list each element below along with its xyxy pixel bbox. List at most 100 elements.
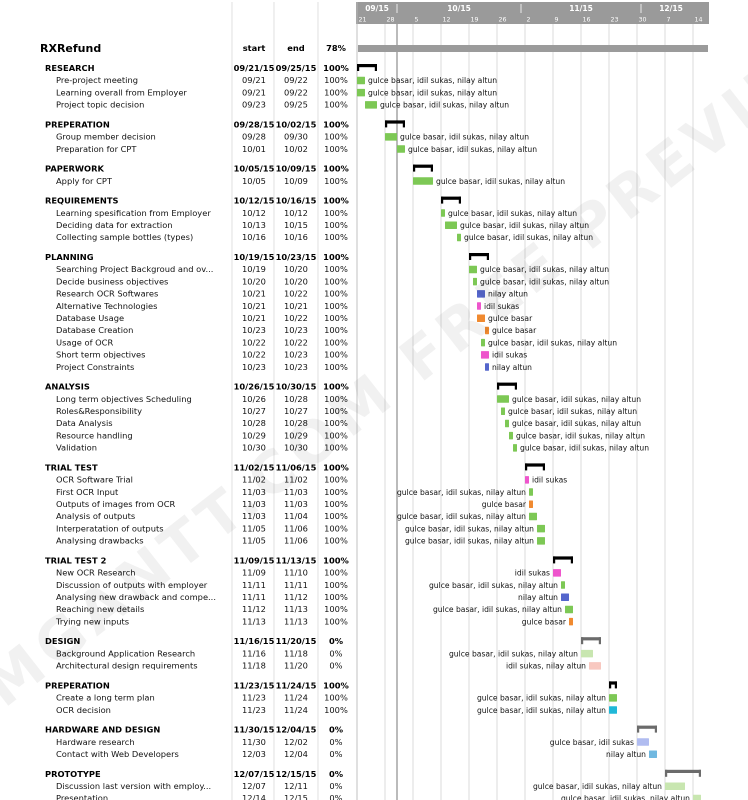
task-end: 10/16 — [284, 232, 308, 242]
task-name: Trying new inputs — [55, 616, 129, 626]
timeline-header — [356, 2, 709, 24]
column-header-end: end — [287, 43, 305, 53]
task-progress: 100% — [324, 362, 348, 372]
task-assignees: gulce basar, idil sukas, nilay altun — [520, 444, 649, 453]
task-assignees: gulce basar, idil sukas, nilay altun — [436, 177, 565, 186]
task-name: Database Usage — [56, 313, 124, 323]
task-start: 11/02 — [242, 475, 266, 485]
group-summary-cap — [374, 64, 377, 71]
task-assignees: nilay altun — [606, 750, 646, 759]
group-summary-bar — [497, 382, 517, 386]
task-assignees: gulce basar, idil sukas, nilay altun — [480, 265, 609, 274]
task-progress: 100% — [324, 499, 348, 509]
task-end: 12/15 — [284, 793, 308, 800]
task-assignees: idil sukas — [484, 302, 519, 311]
task-assignees: gulce basar, idil sukas, nilay altun — [508, 407, 637, 416]
group-progress: 100% — [323, 252, 349, 262]
task-progress: 100% — [324, 616, 348, 626]
task-assignees: gulce basar, idil sukas, nilay altun — [433, 605, 562, 614]
task-end: 10/21 — [284, 301, 308, 311]
task-bar — [357, 76, 365, 85]
group-summary-cap — [486, 253, 489, 260]
task-assignees: gulce basar, idil sukas, nilay altun — [408, 145, 537, 154]
task-bar — [501, 407, 505, 415]
task-start: 11/16 — [242, 648, 266, 658]
day-label: 16 — [583, 17, 591, 24]
task-bar — [525, 476, 529, 484]
task-end: 09/22 — [284, 75, 308, 85]
group-summary-bar — [357, 64, 377, 68]
task-bar — [397, 145, 405, 153]
group-summary-cap — [553, 556, 556, 564]
task-bar — [485, 363, 489, 371]
task-end: 11/06 — [284, 536, 308, 546]
task-start: 10/05 — [242, 176, 266, 186]
task-end: 11/13 — [284, 616, 308, 626]
group-summary-cap — [654, 725, 657, 733]
task-bar — [693, 794, 701, 800]
group-end: 10/23/15 — [276, 252, 317, 262]
group-summary-cap — [402, 120, 405, 128]
task-end: 11/04 — [284, 511, 308, 521]
task-start: 10/30 — [242, 443, 266, 453]
task-end: 09/22 — [284, 87, 308, 97]
task-assignees: gulce basar, idil sukas, nilay altun — [400, 133, 529, 142]
task-assignees: gulce basar, idil sukas, nilay altun — [460, 221, 589, 230]
task-bar — [477, 290, 485, 298]
task-end: 11/12 — [284, 592, 308, 602]
task-start: 10/19 — [242, 264, 266, 274]
task-progress: 100% — [324, 511, 348, 521]
task-start: 11/05 — [242, 523, 266, 533]
task-bar — [509, 431, 513, 440]
task-progress: 100% — [324, 220, 348, 230]
task-assignees: gulce basar, idil sukas, nilay altun — [533, 782, 662, 791]
task-bar — [457, 233, 461, 242]
task-bar — [413, 177, 433, 185]
group-summary-bar — [581, 637, 601, 641]
group-summary-bar — [525, 463, 545, 467]
task-end: 11/03 — [284, 499, 308, 509]
task-bar — [505, 419, 509, 428]
task-assignees: idil sukas, nilay altun — [506, 662, 586, 671]
group-start: 12/07/15 — [234, 769, 275, 779]
day-label: 9 — [555, 17, 559, 24]
task-bar — [445, 221, 457, 229]
group-progress: 100% — [323, 382, 349, 392]
task-progress: 100% — [324, 443, 348, 453]
task-assignees: nilay altun — [492, 363, 532, 372]
group-name: PROTOTYPE — [45, 769, 101, 779]
task-assignees: nilay altun — [518, 593, 558, 602]
day-label: 26 — [499, 17, 507, 24]
task-name: Short term objectives — [56, 350, 145, 360]
group-summary-bar — [413, 164, 433, 168]
task-start: 11/12 — [242, 604, 266, 614]
task-name: Preparation for CPT — [56, 144, 137, 154]
task-assignees: gulce basar, idil sukas, nilay altun — [429, 581, 558, 590]
task-name: New OCR Research — [56, 568, 136, 578]
group-start: 09/28/15 — [234, 119, 275, 129]
group-start: 10/19/15 — [234, 252, 275, 262]
group-summary-cap — [598, 637, 601, 645]
task-end: 10/28 — [284, 394, 308, 404]
group-end: 09/25/15 — [276, 63, 317, 73]
task-name: Collecting sample bottles (types) — [56, 232, 193, 242]
task-name: Alternative Technologies — [56, 301, 157, 311]
task-assignees: gulce basar, idil sukas, nilay altun — [512, 419, 641, 428]
task-bar — [481, 338, 485, 347]
task-assignees: gulce basar, idil sukas, nilay altun — [512, 395, 641, 404]
day-label: 2 — [527, 17, 531, 24]
group-summary-bar — [469, 253, 489, 257]
task-start: 10/13 — [242, 220, 266, 230]
group-summary-bar — [385, 120, 405, 124]
group-name: TRIAL TEST — [45, 462, 98, 472]
task-bar — [485, 326, 489, 335]
task-end: 10/02 — [284, 144, 308, 154]
task-start: 10/22 — [242, 337, 266, 347]
task-progress: 100% — [324, 100, 348, 110]
group-summary-bar — [637, 725, 657, 729]
task-end: 10/20 — [284, 276, 308, 286]
task-assignees: gulce basar, idil sukas — [550, 738, 634, 747]
group-summary-cap — [570, 556, 573, 564]
group-start: 11/23/15 — [234, 680, 275, 690]
group-progress: 0% — [329, 769, 344, 779]
